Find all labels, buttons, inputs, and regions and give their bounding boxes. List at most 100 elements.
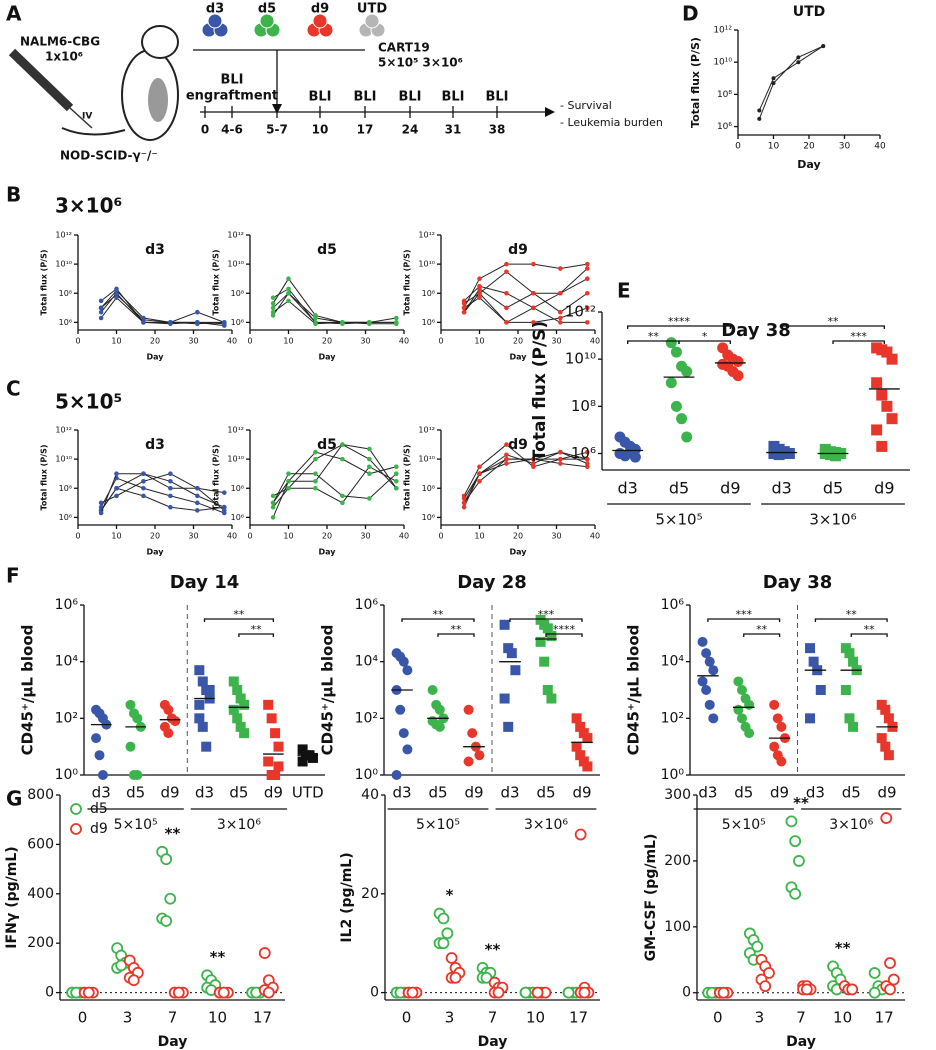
data-point: [499, 693, 510, 704]
data-point: [519, 986, 532, 999]
data-point: [840, 685, 851, 695]
y-tick-label: 10¹²: [55, 231, 72, 240]
data-point: [286, 471, 291, 476]
x-tick-label: 40: [227, 532, 237, 541]
series-line: [100, 296, 225, 325]
data-point: [881, 400, 893, 412]
data-point: [736, 685, 747, 695]
data-point: [506, 648, 517, 659]
data-point: [585, 464, 590, 470]
data-point: [871, 424, 883, 436]
data-point: [531, 464, 536, 470]
data-point: [168, 479, 173, 484]
significance-label: **: [233, 608, 245, 621]
data-point: [670, 346, 682, 358]
y-axis-label: Total flux (P/S): [689, 37, 702, 128]
legend-label: d9: [90, 821, 108, 837]
legend-marker: [70, 823, 82, 835]
data-point: [232, 685, 243, 695]
x-tick-label: 10: [768, 142, 780, 152]
x-tick-label: d9: [161, 784, 180, 802]
significance-label: **: [828, 315, 840, 328]
data-point: [582, 733, 593, 744]
x-tick-label: d3: [92, 784, 111, 802]
significance-label: ***: [736, 608, 753, 621]
x-tick-label: 0: [438, 532, 443, 541]
data-point: [504, 305, 509, 311]
data-point: [461, 305, 467, 311]
data-point: [681, 431, 693, 443]
data-point: [239, 699, 250, 710]
significance-bracket: [850, 633, 888, 637]
y-axis-label: CD45⁺/μL blood: [319, 625, 337, 756]
annotation: **: [793, 794, 809, 812]
data-point: [239, 728, 250, 739]
data-point: [504, 442, 509, 447]
panel-label: A: [6, 2, 22, 26]
series-line: [272, 292, 397, 323]
y-tick-label: 10⁸: [59, 289, 72, 298]
data-point: [717, 986, 730, 999]
row-title: 3×10⁶: [55, 194, 122, 218]
data-point: [531, 290, 536, 296]
data-point: [98, 510, 104, 516]
data-point: [773, 449, 785, 461]
series-line: [463, 263, 588, 309]
data-point: [367, 464, 372, 470]
y-tick-label: 10¹⁰: [713, 58, 732, 68]
y-tick-label: 10⁸: [571, 397, 596, 415]
data-point: [499, 619, 510, 630]
data-point: [681, 366, 693, 378]
series-line: [272, 292, 397, 325]
data-point: [82, 986, 95, 999]
series-line: [272, 451, 397, 518]
data-point: [195, 508, 200, 513]
data-point: [585, 449, 590, 455]
data-point: [744, 699, 755, 710]
series-line: [758, 45, 824, 111]
data-point: [125, 699, 136, 710]
series-line: [463, 297, 588, 323]
data-point: [665, 337, 677, 349]
data-point: [704, 656, 715, 667]
bli-label: BLI: [308, 90, 331, 105]
y-tick-label: 10⁶: [422, 318, 435, 327]
data-point: [558, 461, 563, 466]
x-axis-label: Day: [509, 353, 527, 362]
y-axis-label: Total flux (P/S): [530, 321, 550, 461]
panel-label: E: [617, 279, 631, 303]
data-point: [297, 744, 308, 755]
x-axis-label: Day: [158, 1034, 188, 1050]
data-point: [286, 290, 291, 296]
data-point: [876, 389, 888, 401]
x-axis-label: Day: [146, 548, 164, 557]
data-point: [115, 959, 128, 972]
cell: [312, 13, 328, 29]
data-point: [558, 315, 563, 321]
mouse-dose: 1x10⁶: [45, 50, 83, 64]
data-point: [876, 440, 888, 452]
x-tick-label: 30: [839, 142, 851, 152]
significance-bracket: [814, 618, 888, 622]
y-tick-label: 10⁶: [55, 597, 79, 613]
x-tick-label: 40: [590, 532, 600, 541]
data-point: [876, 733, 887, 744]
panel-label: C: [6, 377, 21, 401]
data-point: [585, 320, 590, 325]
x-tick-label: 17: [253, 1009, 272, 1027]
x-tick-label: 40: [399, 532, 409, 541]
y-axis-label: IFNγ (pg/mL): [4, 846, 20, 948]
data-point: [871, 377, 883, 389]
y-axis-label: GM-CSF (pg/mL): [643, 834, 659, 962]
x-tick-label: 0: [438, 337, 443, 346]
data-point: [558, 449, 563, 455]
data-point: [461, 504, 467, 510]
data-point: [270, 301, 276, 306]
series-line: [272, 473, 397, 504]
data-point: [504, 261, 509, 267]
series-line: [463, 458, 588, 508]
annotation: **: [485, 940, 501, 958]
significance-label: **: [648, 330, 660, 343]
data-point: [793, 855, 805, 867]
